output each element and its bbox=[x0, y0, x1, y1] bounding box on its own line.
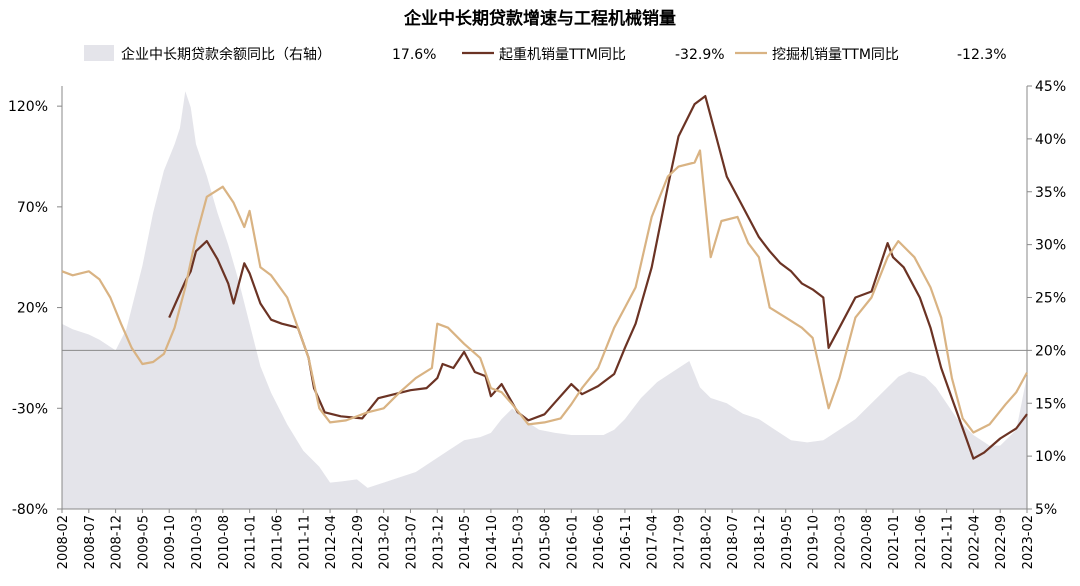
x-tick-label: 2011-11 bbox=[297, 515, 312, 569]
x-tick-label: 2008-02 bbox=[56, 515, 71, 569]
x-tick-label: 2019-10 bbox=[807, 515, 822, 569]
legend: 企业中长期贷款余额同比（右轴） 17.6% 起重机销量TTM同比 -32.9% … bbox=[84, 45, 1007, 63]
x-tick-label: 2018-07 bbox=[726, 515, 741, 569]
y-right-tick-label: 30% bbox=[1035, 238, 1066, 254]
y-right-tick-label: 35% bbox=[1035, 185, 1066, 201]
y-left-tick-label: 70% bbox=[17, 200, 48, 216]
x-tick-label: 2014-10 bbox=[485, 515, 500, 569]
y-right-tick-label: 25% bbox=[1035, 291, 1066, 307]
x-tick-label: 2018-02 bbox=[699, 515, 714, 569]
legend-value-loan: 17.6% bbox=[392, 47, 436, 63]
x-tick-label: 2008-12 bbox=[110, 515, 125, 569]
x-tick-label: 2010-03 bbox=[190, 515, 205, 569]
y-right-tick-label: 20% bbox=[1035, 343, 1066, 359]
x-tick-label: 2009-10 bbox=[163, 515, 178, 569]
y-left-tick-label: 20% bbox=[17, 301, 48, 317]
x-tick-label: 2013-12 bbox=[431, 515, 446, 569]
legend-value-excavator: -12.3% bbox=[957, 47, 1007, 63]
y-right-tick-label: 5% bbox=[1035, 502, 1057, 518]
y-right-tick-label: 10% bbox=[1035, 449, 1066, 465]
x-tick-label: 2015-03 bbox=[512, 515, 527, 569]
x-tick-label: 2012-09 bbox=[351, 515, 366, 569]
legend-label-loan: 企业中长期贷款余额同比（右轴） bbox=[121, 46, 331, 63]
y-right-tick-label: 45% bbox=[1035, 79, 1066, 95]
x-tick-label: 2014-05 bbox=[458, 515, 473, 569]
x-tick-label: 2017-09 bbox=[673, 515, 688, 569]
legend-label-crane: 起重机销量TTM同比 bbox=[499, 47, 626, 63]
x-tick-label: 2012-04 bbox=[324, 515, 339, 569]
x-tick-label: 2011-06 bbox=[270, 515, 285, 569]
x-tick-label: 2013-02 bbox=[378, 515, 393, 569]
x-tick-label: 2021-11 bbox=[941, 515, 956, 569]
x-tick-label: 2020-08 bbox=[860, 515, 875, 569]
series-line-excavator bbox=[61, 149, 1028, 434]
series-line-crane bbox=[168, 95, 1028, 460]
legend-label-excavator: 挖掘机销量TTM同比 bbox=[772, 47, 899, 63]
x-tick-label: 2019-05 bbox=[780, 515, 795, 569]
x-tick-label: 2009-05 bbox=[136, 515, 151, 569]
x-tick-label: 2016-01 bbox=[565, 515, 580, 569]
x-tick-label: 2022-04 bbox=[967, 515, 982, 569]
y-right-tick-label: 40% bbox=[1035, 132, 1066, 148]
x-tick-label: 2023-02 bbox=[1021, 515, 1036, 569]
x-tick-label: 2011-01 bbox=[244, 515, 259, 569]
y-left-tick-label: 120% bbox=[8, 99, 48, 115]
legend-swatch-loan bbox=[84, 45, 114, 61]
chart-title: 企业中长期贷款增速与工程机械销量 bbox=[403, 8, 676, 29]
x-tick-label: 2010-08 bbox=[217, 515, 232, 569]
y-left-tick-label: -30% bbox=[12, 401, 48, 417]
x-tick-label: 2017-04 bbox=[646, 515, 661, 569]
legend-value-crane: -32.9% bbox=[675, 47, 725, 63]
plot-area: -80% -30% 20% 70% 120% 5% 10% 15% 20% 25% 30% 35% 40… bbox=[8, 79, 1066, 569]
x-tick-label: 2020-03 bbox=[833, 515, 848, 569]
x-tick-label: 2015-08 bbox=[539, 515, 554, 569]
x-tick-label: 2022-09 bbox=[994, 515, 1009, 569]
y-right-tick-label: 15% bbox=[1035, 396, 1066, 412]
x-tick-label: 2016-11 bbox=[619, 515, 634, 569]
y-left-tick-label: -80% bbox=[12, 502, 48, 518]
x-tick-label: 2013-07 bbox=[404, 515, 419, 569]
x-tick-label: 2021-01 bbox=[887, 515, 902, 569]
x-tick-label: 2008-07 bbox=[83, 515, 98, 569]
x-tick-label: 2018-12 bbox=[753, 515, 768, 569]
series-area-loan bbox=[62, 91, 1027, 510]
x-tick-label: 2021-06 bbox=[914, 515, 929, 569]
x-tick-label: 2016-06 bbox=[592, 515, 607, 569]
